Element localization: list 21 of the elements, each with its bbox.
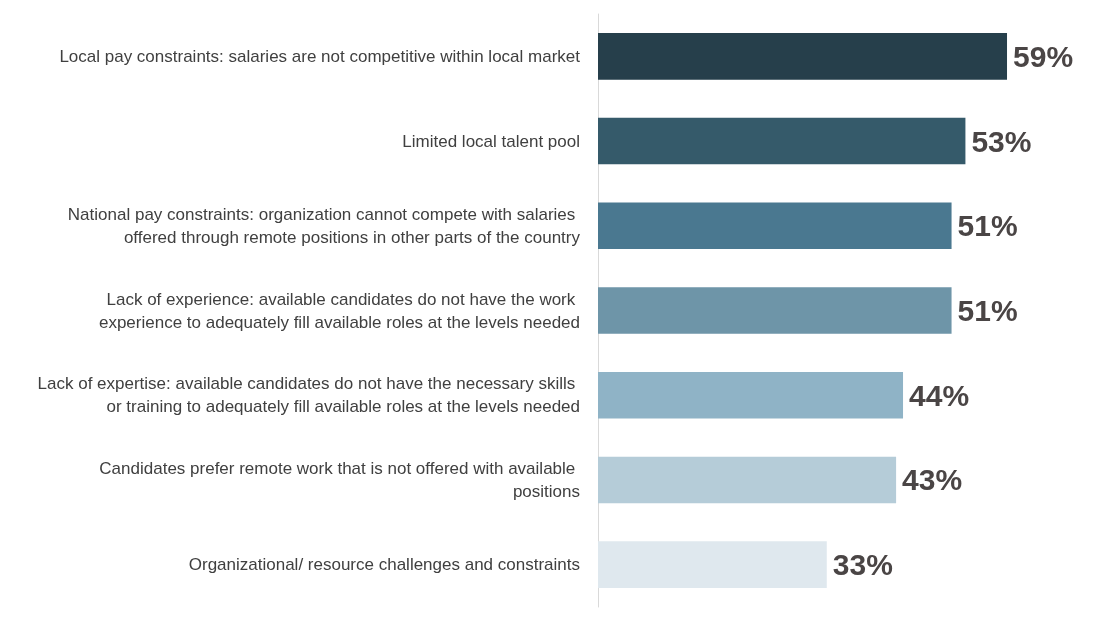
bar — [598, 202, 952, 250]
bar — [598, 541, 827, 588]
bar — [598, 371, 904, 419]
data-label: 53% — [971, 124, 1032, 158]
y-tick-label: Candidates prefer remote work that is not offered with available positions — [99, 458, 580, 501]
y-tick-label: National pay constraints: organization cannot compete with salaries offered through remote positions in other parts of the country — [67, 204, 581, 247]
y-tick-label: Lack of expertise: available candidates do not have the necessary skills or training to adequately fill available roles at the levels needed — [37, 374, 580, 417]
data-label: 44% — [909, 378, 970, 412]
y-tick-label: Local pay constraints: salaries are not competitive within local market — [59, 46, 581, 66]
data-label: 51% — [957, 209, 1018, 243]
bar — [598, 33, 1008, 80]
data-label: 51% — [957, 294, 1018, 327]
data-label: 33% — [832, 548, 893, 582]
bar — [598, 117, 966, 165]
bar — [598, 287, 952, 334]
y-tick-label: Limited local talent pool — [402, 131, 580, 151]
y-tick-label: Organizational/ resource challenges and constraints — [188, 555, 580, 575]
bar — [598, 456, 897, 504]
y-tick-label: Lack of experience: available candidates do not have the work experience to adequately fill available roles at the levels needed — [98, 289, 580, 332]
data-label: 59% — [1013, 39, 1074, 73]
data-label: 43% — [902, 463, 963, 497]
